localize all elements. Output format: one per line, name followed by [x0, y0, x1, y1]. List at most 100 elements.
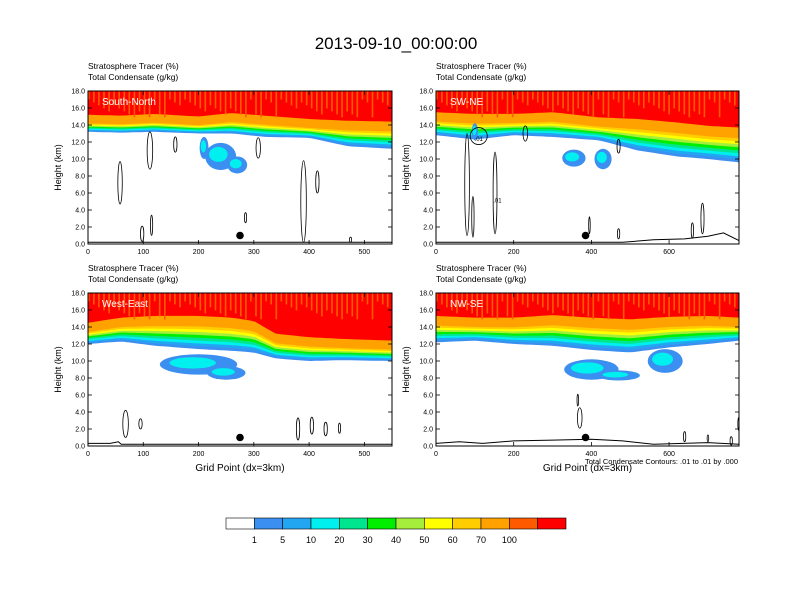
tracer-streak — [521, 293, 524, 305]
tracer-streak — [476, 293, 478, 317]
tracer-streak — [295, 91, 298, 109]
y-tick-label: 6.0 — [423, 393, 433, 400]
y-tick-label: 0.0 — [423, 242, 433, 249]
tracer-streak — [351, 91, 354, 115]
colorbar-box — [509, 517, 538, 530]
y-tick-label: 2.0 — [423, 427, 433, 434]
plot-frame — [87, 292, 393, 447]
colorbar-box — [225, 517, 255, 530]
tracer-streak — [547, 91, 549, 109]
tracer-streak — [305, 91, 308, 106]
contour-label: .01 — [475, 137, 484, 143]
tracer-streak — [587, 91, 590, 115]
condensate-contour — [700, 202, 705, 235]
tracer-intrusion-core — [596, 151, 607, 164]
tracer-streak — [381, 91, 384, 103]
condensate-contour — [255, 137, 261, 159]
tracer-streak — [486, 293, 489, 314]
y-tick-label: 12.0 — [71, 342, 85, 349]
colorbar-label: 30 — [363, 535, 373, 545]
panel-header-tracer: Stratosphere Tracer (%) — [436, 263, 527, 273]
tracer-streak — [356, 91, 359, 118]
tracer-streak — [617, 91, 620, 103]
tracer-streak — [240, 293, 242, 317]
colorbar-label: 1 — [252, 535, 257, 545]
tracer-streak — [597, 293, 600, 302]
y-tick-label: 16.0 — [419, 308, 433, 315]
y-tick-label: 2.0 — [423, 225, 433, 232]
tracer-streak — [496, 293, 499, 320]
y-tick-label: 16.0 — [71, 308, 85, 315]
condensate-contour — [471, 196, 475, 238]
tracer-streak — [461, 91, 463, 106]
tracer-streak — [219, 293, 222, 314]
tracer-streak — [108, 91, 110, 112]
tracer-streak — [326, 91, 328, 109]
tracer-streak — [718, 91, 721, 118]
tracer-streak — [229, 293, 232, 311]
tracer-intrusion-core — [211, 368, 235, 376]
tracer-streak — [516, 293, 519, 302]
y-tick-label: 6.0 — [423, 191, 433, 198]
condensate-contour — [244, 212, 248, 224]
tracer-streak — [698, 293, 701, 317]
y-tick-label: 14.0 — [419, 123, 433, 130]
tracer-streak — [275, 91, 278, 118]
tracer-streak — [572, 293, 574, 317]
x-tick-label: 600 — [663, 451, 675, 458]
tracer-streak — [451, 293, 453, 311]
tracer-streak — [234, 91, 237, 112]
tracer-streak — [683, 293, 686, 317]
x-tick-label: 200 — [508, 451, 520, 458]
tracer-streak — [617, 293, 620, 305]
condensate-contour — [576, 393, 579, 407]
tracer-streak — [562, 91, 564, 109]
plot-area — [436, 293, 739, 446]
y-tick-label: 18.0 — [71, 291, 85, 298]
tracer-streak — [366, 91, 369, 103]
tracer-streak — [280, 91, 283, 100]
condensate-contour — [122, 409, 129, 438]
tracer-streak — [638, 91, 640, 106]
tracer-intrusion-core — [602, 371, 629, 378]
tracer-streak — [194, 91, 196, 106]
panel-header-tracer: Stratosphere Tracer (%) — [436, 61, 527, 71]
tracer-streak — [381, 293, 384, 305]
y-tick-label: 2.0 — [75, 225, 85, 232]
colorbar-label: 100 — [502, 535, 517, 545]
tracer-streak — [713, 91, 716, 103]
tracer-streak — [174, 293, 176, 305]
tracer-streak — [179, 293, 181, 308]
tracer-streak — [255, 91, 257, 115]
colorbar-box — [424, 517, 453, 530]
tracer-streak — [123, 293, 126, 314]
y-axis-label: Height (km) — [401, 144, 411, 191]
y-tick-label: 2.0 — [75, 427, 85, 434]
tracer-streak — [532, 293, 534, 302]
tracer-streak — [169, 293, 171, 302]
tracer-streak — [290, 293, 293, 308]
tracer-streak — [602, 91, 605, 115]
tracer-streak — [627, 91, 630, 100]
tracer-streak — [336, 293, 338, 317]
tracer-streak — [346, 293, 348, 314]
tracer-streak — [113, 91, 115, 106]
tracer-streak — [204, 293, 207, 314]
tracer-streak — [179, 91, 181, 106]
tracer-streak — [728, 293, 731, 305]
y-tick-label: 4.0 — [75, 208, 85, 215]
tracer-streak — [229, 91, 232, 109]
x-axis-label: Grid Point (dx=3km) — [543, 463, 632, 474]
condensate-contour — [464, 133, 470, 236]
tracer-streak — [607, 91, 610, 118]
tracer-streak — [728, 91, 731, 103]
tracer-intrusion-core — [472, 125, 477, 136]
plot-frame — [435, 292, 740, 447]
tracer-streak — [174, 91, 176, 103]
x-tick-label: 200 — [193, 249, 205, 256]
tracer-streak — [456, 91, 458, 112]
y-tick-label: 6.0 — [75, 191, 85, 198]
condensate-contour — [173, 136, 178, 153]
condensate-contour — [522, 125, 529, 142]
